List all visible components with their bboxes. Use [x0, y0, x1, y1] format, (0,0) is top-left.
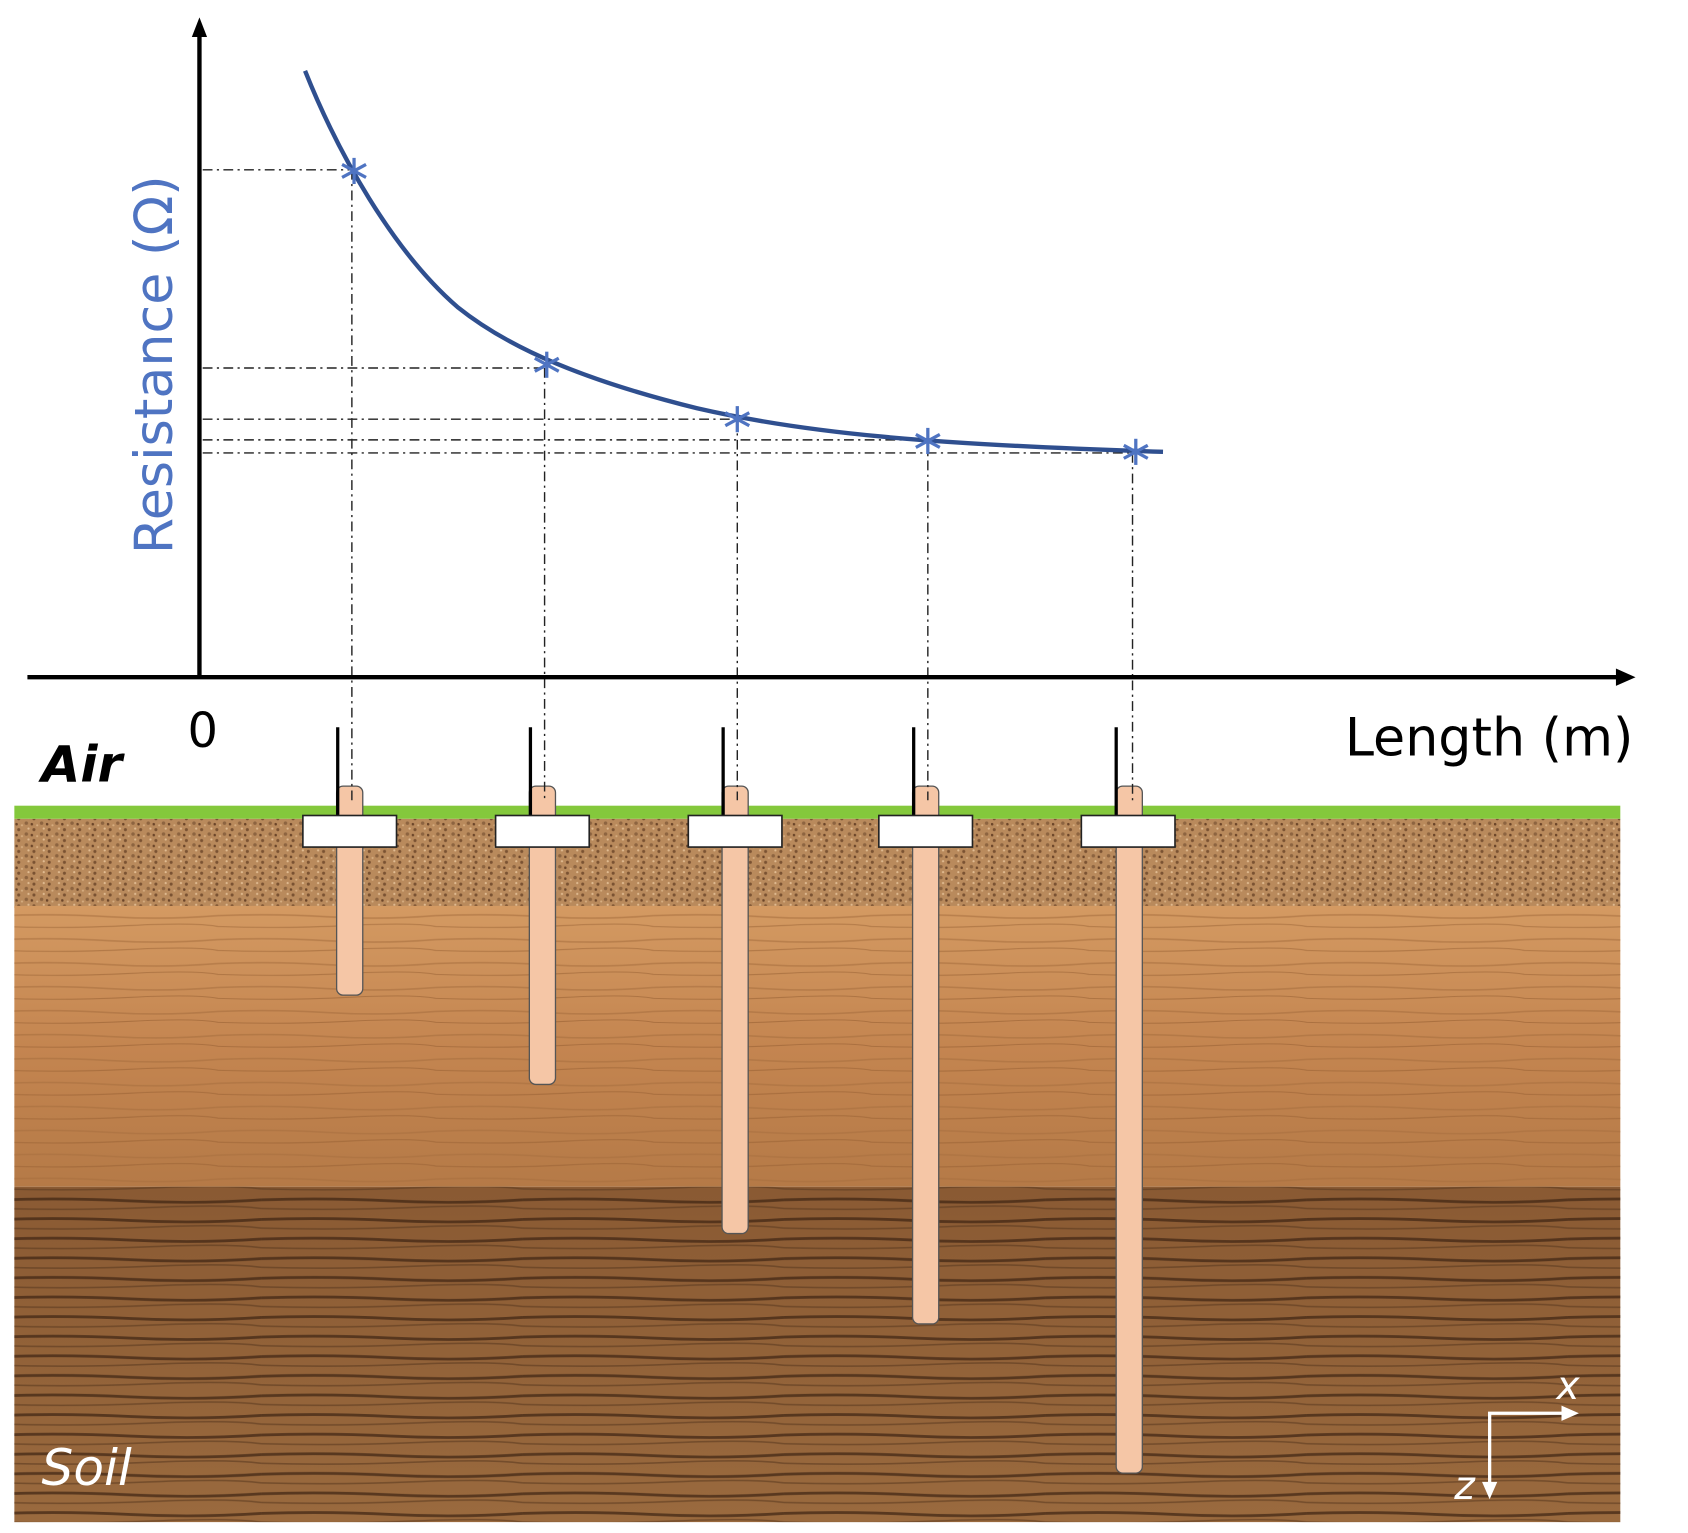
rod: [911, 785, 940, 1325]
rod: [721, 785, 749, 1235]
axis-x-label: x: [1554, 1364, 1580, 1409]
soil-label: Soil: [42, 1439, 132, 1497]
rods: [335, 785, 1143, 1474]
rod: [528, 785, 557, 1086]
plates: [302, 814, 1176, 848]
air-label: Air: [38, 736, 126, 794]
origin-label: 0: [187, 704, 217, 759]
rod: [1115, 785, 1143, 1474]
grass: [14, 805, 1621, 819]
axis-z-label: z: [1453, 1464, 1476, 1509]
guide-lines: [202, 169, 1135, 801]
measurement-points: [341, 157, 1149, 465]
topsoil: [14, 818, 1621, 909]
axes: [27, 32, 1621, 680]
y-arrow: [191, 17, 208, 38]
x-axis-label: Length (m): [1345, 708, 1634, 769]
z-arrow-head: [1482, 1481, 1498, 1500]
deep-soil-grain: [14, 1186, 1621, 1523]
y-axis-label: Resistance (Ω): [124, 175, 185, 554]
x-arrow: [1615, 668, 1636, 686]
x-arrow-head: [1561, 1405, 1579, 1421]
resistance-curve: [303, 69, 1164, 455]
wires: [336, 727, 1118, 817]
soil-grain: [14, 905, 1621, 1187]
coord-indicator: [1488, 1411, 1566, 1487]
